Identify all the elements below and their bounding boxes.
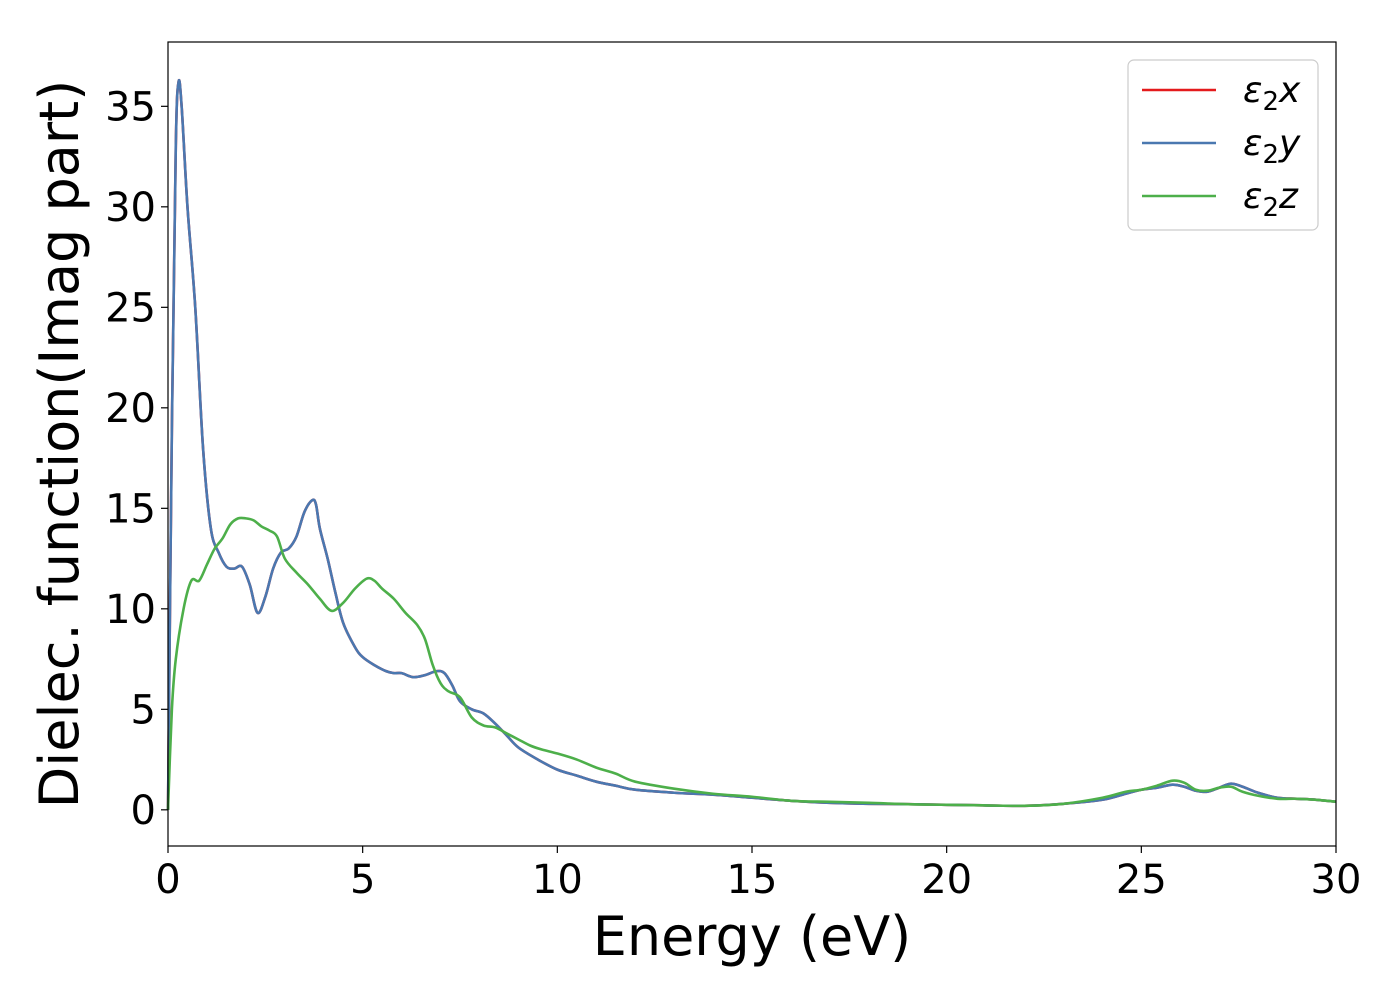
y-tick-label: 25: [105, 285, 156, 331]
legend-label-x: ε2x: [1243, 70, 1301, 117]
x-tick-label: 10: [532, 857, 583, 903]
legend-label-y: ε2y: [1243, 123, 1301, 170]
x-tick-label: 25: [1116, 857, 1167, 903]
y-tick-label: 15: [105, 486, 156, 532]
y-tick-label: 30: [105, 185, 156, 231]
x-tick-label: 15: [727, 857, 778, 903]
x-axis-title: Energy (eV): [593, 905, 912, 968]
axis-ticks: 0 5 10 15 20 25 30 0 5 10 15 20 25 30 35: [105, 84, 1361, 903]
x-tick-label: 5: [350, 857, 375, 903]
y-axis-title: Dielec. function(Imag part): [28, 80, 91, 809]
x-tick-label: 0: [155, 857, 180, 903]
legend: ε2x ε2y ε2z: [1127, 59, 1319, 231]
legend-label-z: ε2z: [1243, 176, 1299, 223]
y-tick-label: 0: [131, 788, 156, 834]
y-tick-label: 5: [131, 687, 156, 733]
x-tick-label: 30: [1311, 857, 1362, 903]
series-line-z: [166, 516, 1337, 810]
series-lines: [166, 78, 1337, 810]
x-tick-label: 20: [921, 857, 972, 903]
y-tick-label: 10: [105, 587, 156, 633]
legend-frame: [1127, 59, 1319, 231]
y-tick-label: 20: [105, 386, 156, 432]
y-tick-label: 35: [105, 84, 156, 130]
